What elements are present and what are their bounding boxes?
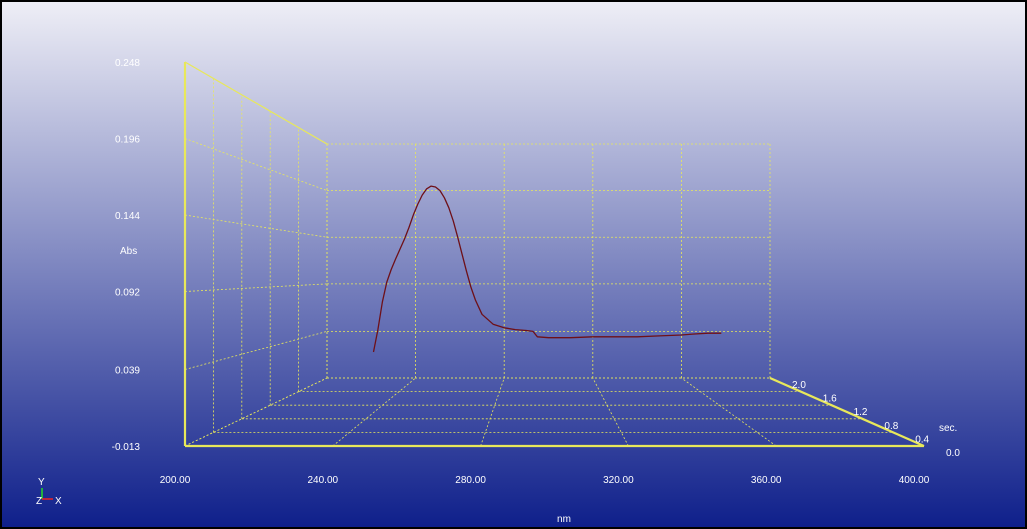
y-tick-label: 0.248 [115,58,140,69]
x-tick-label: 240.00 [308,475,339,486]
top-edge-line [184,61,328,145]
x-tick-label: 400.00 [899,475,930,486]
axes [183,61,925,448]
z-tick-label: 1.2 [854,407,868,418]
z-tick-label: 0.8 [884,421,898,432]
x-axis-label: nm [557,514,571,525]
x-tick-label: 320.00 [603,475,634,486]
x-tick-labels: 200.00 240.00 280.00 320.00 360.00 400.00 [160,475,930,486]
x-tick-label: 280.00 [455,475,486,486]
y-tick-label: 0.039 [115,365,140,376]
z-tick-label: 0.4 [915,434,929,445]
x-tick-label: 200.00 [160,475,191,486]
z-axis-line [769,376,925,448]
y-tick-label: 0.196 [115,135,140,146]
spectrum-series-line [372,185,722,353]
triad-z-label: Z [36,496,42,507]
series-layer [372,185,722,353]
x-tick-label: 360.00 [751,475,782,486]
z-tick-label: 2.0 [792,380,806,391]
z-axis-label: sec. [939,423,957,434]
floor-gridline-x [681,377,777,447]
z-tick-label: 0.0 [946,448,960,459]
triad-x-label: X [55,496,62,507]
z-tick-label: 1.6 [823,394,837,405]
y-tick-labels: -0.013 0.039 0.092 0.144 0.196 0.248 [112,58,141,453]
y-axis-label: Abs [120,246,137,257]
y-tick-label: 0.092 [115,288,140,299]
left-wall-gridline-y [184,330,328,370]
axis-triad: Y Z X [36,477,62,507]
y-tick-label: -0.013 [112,442,141,453]
left-wall-gridline-y [184,138,328,191]
floor-gridline-x [332,377,416,447]
floor-gridline-x [592,377,629,447]
triad-y-label: Y [38,477,45,488]
z-tick-labels: 0.0 0.4 0.8 1.2 1.6 2.0 [792,380,960,459]
y-tick-label: 0.144 [115,211,140,222]
